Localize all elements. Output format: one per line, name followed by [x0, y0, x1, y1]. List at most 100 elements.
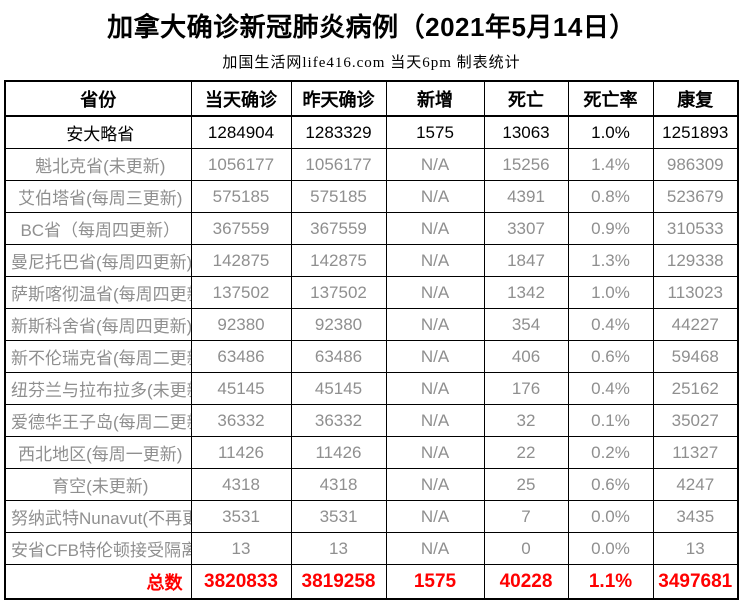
- value-cell: 63486: [190, 340, 292, 373]
- province-name-cell: 爱德华王子岛(每周二更新): [4, 404, 192, 437]
- value-cell: 0.0%: [567, 532, 654, 565]
- value-cell: 11426: [290, 436, 387, 469]
- value-cell: 25: [483, 468, 569, 501]
- value-cell: 13: [190, 532, 292, 565]
- value-cell: 7: [483, 500, 569, 533]
- value-cell: N/A: [385, 276, 485, 309]
- total-label-cell: 总数: [4, 564, 192, 600]
- province-name-cell: 安省CFB特伦顿接受隔离: [4, 532, 192, 565]
- value-cell: 36332: [290, 404, 387, 437]
- province-name-cell: 安大略省: [4, 115, 192, 149]
- value-cell: 4318: [290, 468, 387, 501]
- value-cell: 4391: [483, 180, 569, 213]
- value-cell: N/A: [385, 212, 485, 245]
- col-header-new-cases: 新增: [385, 80, 485, 117]
- province-name-cell: 纽芬兰与拉布拉多(未更新): [4, 372, 192, 405]
- value-cell: N/A: [385, 500, 485, 533]
- table-header: 省份 当天确诊 昨天确诊 新增 死亡 死亡率 康复: [4, 80, 739, 117]
- table-row: 萨斯喀彻温省(每周四更新) 137502 137502 N/A 1342 1.0% 1130…: [4, 276, 739, 309]
- value-cell: 1056177: [290, 148, 387, 181]
- value-cell: 45145: [190, 372, 292, 405]
- province-name-cell: BC省（每周四更新）: [4, 212, 192, 245]
- value-cell: 1.4%: [567, 148, 654, 181]
- value-cell: 1.0%: [567, 115, 654, 149]
- province-name-cell: 曼尼托巴省(每周四更新): [4, 244, 192, 277]
- covid-stats-table: 省份 当天确诊 昨天确诊 新增 死亡 死亡率 康复 安大略省 1284904 128…: [4, 80, 739, 600]
- province-name-cell: 萨斯喀彻温省(每周四更新): [4, 276, 192, 309]
- page-title: 加拿大确诊新冠肺炎病例（2021年5月14日）: [107, 12, 636, 42]
- value-cell: 63486: [290, 340, 387, 373]
- col-header-today-confirmed: 当天确诊: [190, 80, 292, 117]
- value-cell: 1284904: [190, 115, 292, 149]
- province-name-cell: 艾伯塔省(每周三更新): [4, 180, 192, 213]
- value-cell: 176: [483, 372, 569, 405]
- value-cell: 3531: [190, 500, 292, 533]
- value-cell: 36332: [190, 404, 292, 437]
- province-name-cell: 魁北克省(未更新): [4, 148, 192, 181]
- header-row: 省份 当天确诊 昨天确诊 新增 死亡 死亡率 康复: [4, 80, 739, 117]
- value-cell: 0.6%: [567, 340, 654, 373]
- value-cell: 13: [652, 532, 739, 565]
- value-cell: 3307: [483, 212, 569, 245]
- table-row: 西北地区(每周一更新) 11426 11426 N/A 22 0.2% 11327: [4, 436, 739, 469]
- value-cell: N/A: [385, 340, 485, 373]
- value-cell: 3497681: [652, 564, 739, 600]
- col-header-province: 省份: [4, 80, 192, 117]
- value-cell: 1251893: [652, 115, 739, 149]
- value-cell: 13: [290, 532, 387, 565]
- table-row: 育空(未更新) 4318 4318 N/A 25 0.6% 4247: [4, 468, 739, 501]
- value-cell: 0.6%: [567, 468, 654, 501]
- value-cell: 1342: [483, 276, 569, 309]
- value-cell: 0.9%: [567, 212, 654, 245]
- value-cell: 137502: [290, 276, 387, 309]
- value-cell: N/A: [385, 244, 485, 277]
- table-row: 曼尼托巴省(每周四更新) 142875 142875 N/A 1847 1.3% 12933…: [4, 244, 739, 277]
- total-row: 总数 3820833 3819258 1575 40228 1.1% 3497681: [4, 564, 739, 600]
- value-cell: 1575: [385, 564, 485, 600]
- value-cell: 25162: [652, 372, 739, 405]
- value-cell: 35027: [652, 404, 739, 437]
- value-cell: 310533: [652, 212, 739, 245]
- value-cell: 59468: [652, 340, 739, 373]
- value-cell: 32: [483, 404, 569, 437]
- value-cell: 406: [483, 340, 569, 373]
- value-cell: 1056177: [190, 148, 292, 181]
- table-row: BC省（每周四更新） 367559 367559 N/A 3307 0.9% 310533: [4, 212, 739, 245]
- value-cell: N/A: [385, 372, 485, 405]
- value-cell: 4247: [652, 468, 739, 501]
- province-name-cell: 育空(未更新): [4, 468, 192, 501]
- table-row: 安大略省 1284904 1283329 1575 13063 1.0% 1251893: [4, 115, 739, 149]
- value-cell: 354: [483, 308, 569, 341]
- value-cell: 142875: [290, 244, 387, 277]
- value-cell: 1.1%: [567, 564, 654, 600]
- value-cell: 22: [483, 436, 569, 469]
- page-subtitle: 加国生活网life416.com 当天6pm 制表统计: [222, 55, 521, 71]
- value-cell: 137502: [190, 276, 292, 309]
- value-cell: N/A: [385, 532, 485, 565]
- col-header-yesterday-confirmed: 昨天确诊: [290, 80, 387, 117]
- value-cell: 367559: [290, 212, 387, 245]
- value-cell: 1575: [385, 115, 485, 149]
- col-header-deaths: 死亡: [483, 80, 569, 117]
- table-row: 安省CFB特伦顿接受隔离 13 13 N/A 0 0.0% 13: [4, 532, 739, 565]
- table-row: 魁北克省(未更新) 1056177 1056177 N/A 15256 1.4% 98630…: [4, 148, 739, 181]
- value-cell: 4318: [190, 468, 292, 501]
- value-cell: 3820833: [190, 564, 292, 600]
- value-cell: 3531: [290, 500, 387, 533]
- value-cell: 1847: [483, 244, 569, 277]
- value-cell: 92380: [190, 308, 292, 341]
- value-cell: 0.2%: [567, 436, 654, 469]
- value-cell: N/A: [385, 308, 485, 341]
- value-cell: N/A: [385, 436, 485, 469]
- table-row: 艾伯塔省(每周三更新) 575185 575185 N/A 4391 0.8% 523679: [4, 180, 739, 213]
- value-cell: 3819258: [290, 564, 387, 600]
- value-cell: 0: [483, 532, 569, 565]
- col-header-death-rate: 死亡率: [567, 80, 654, 117]
- value-cell: 0.4%: [567, 308, 654, 341]
- value-cell: 92380: [290, 308, 387, 341]
- value-cell: 113023: [652, 276, 739, 309]
- table-body: 安大略省 1284904 1283329 1575 13063 1.0% 1251893 魁北…: [4, 115, 739, 600]
- province-name-cell: 西北地区(每周一更新): [4, 436, 192, 469]
- value-cell: N/A: [385, 404, 485, 437]
